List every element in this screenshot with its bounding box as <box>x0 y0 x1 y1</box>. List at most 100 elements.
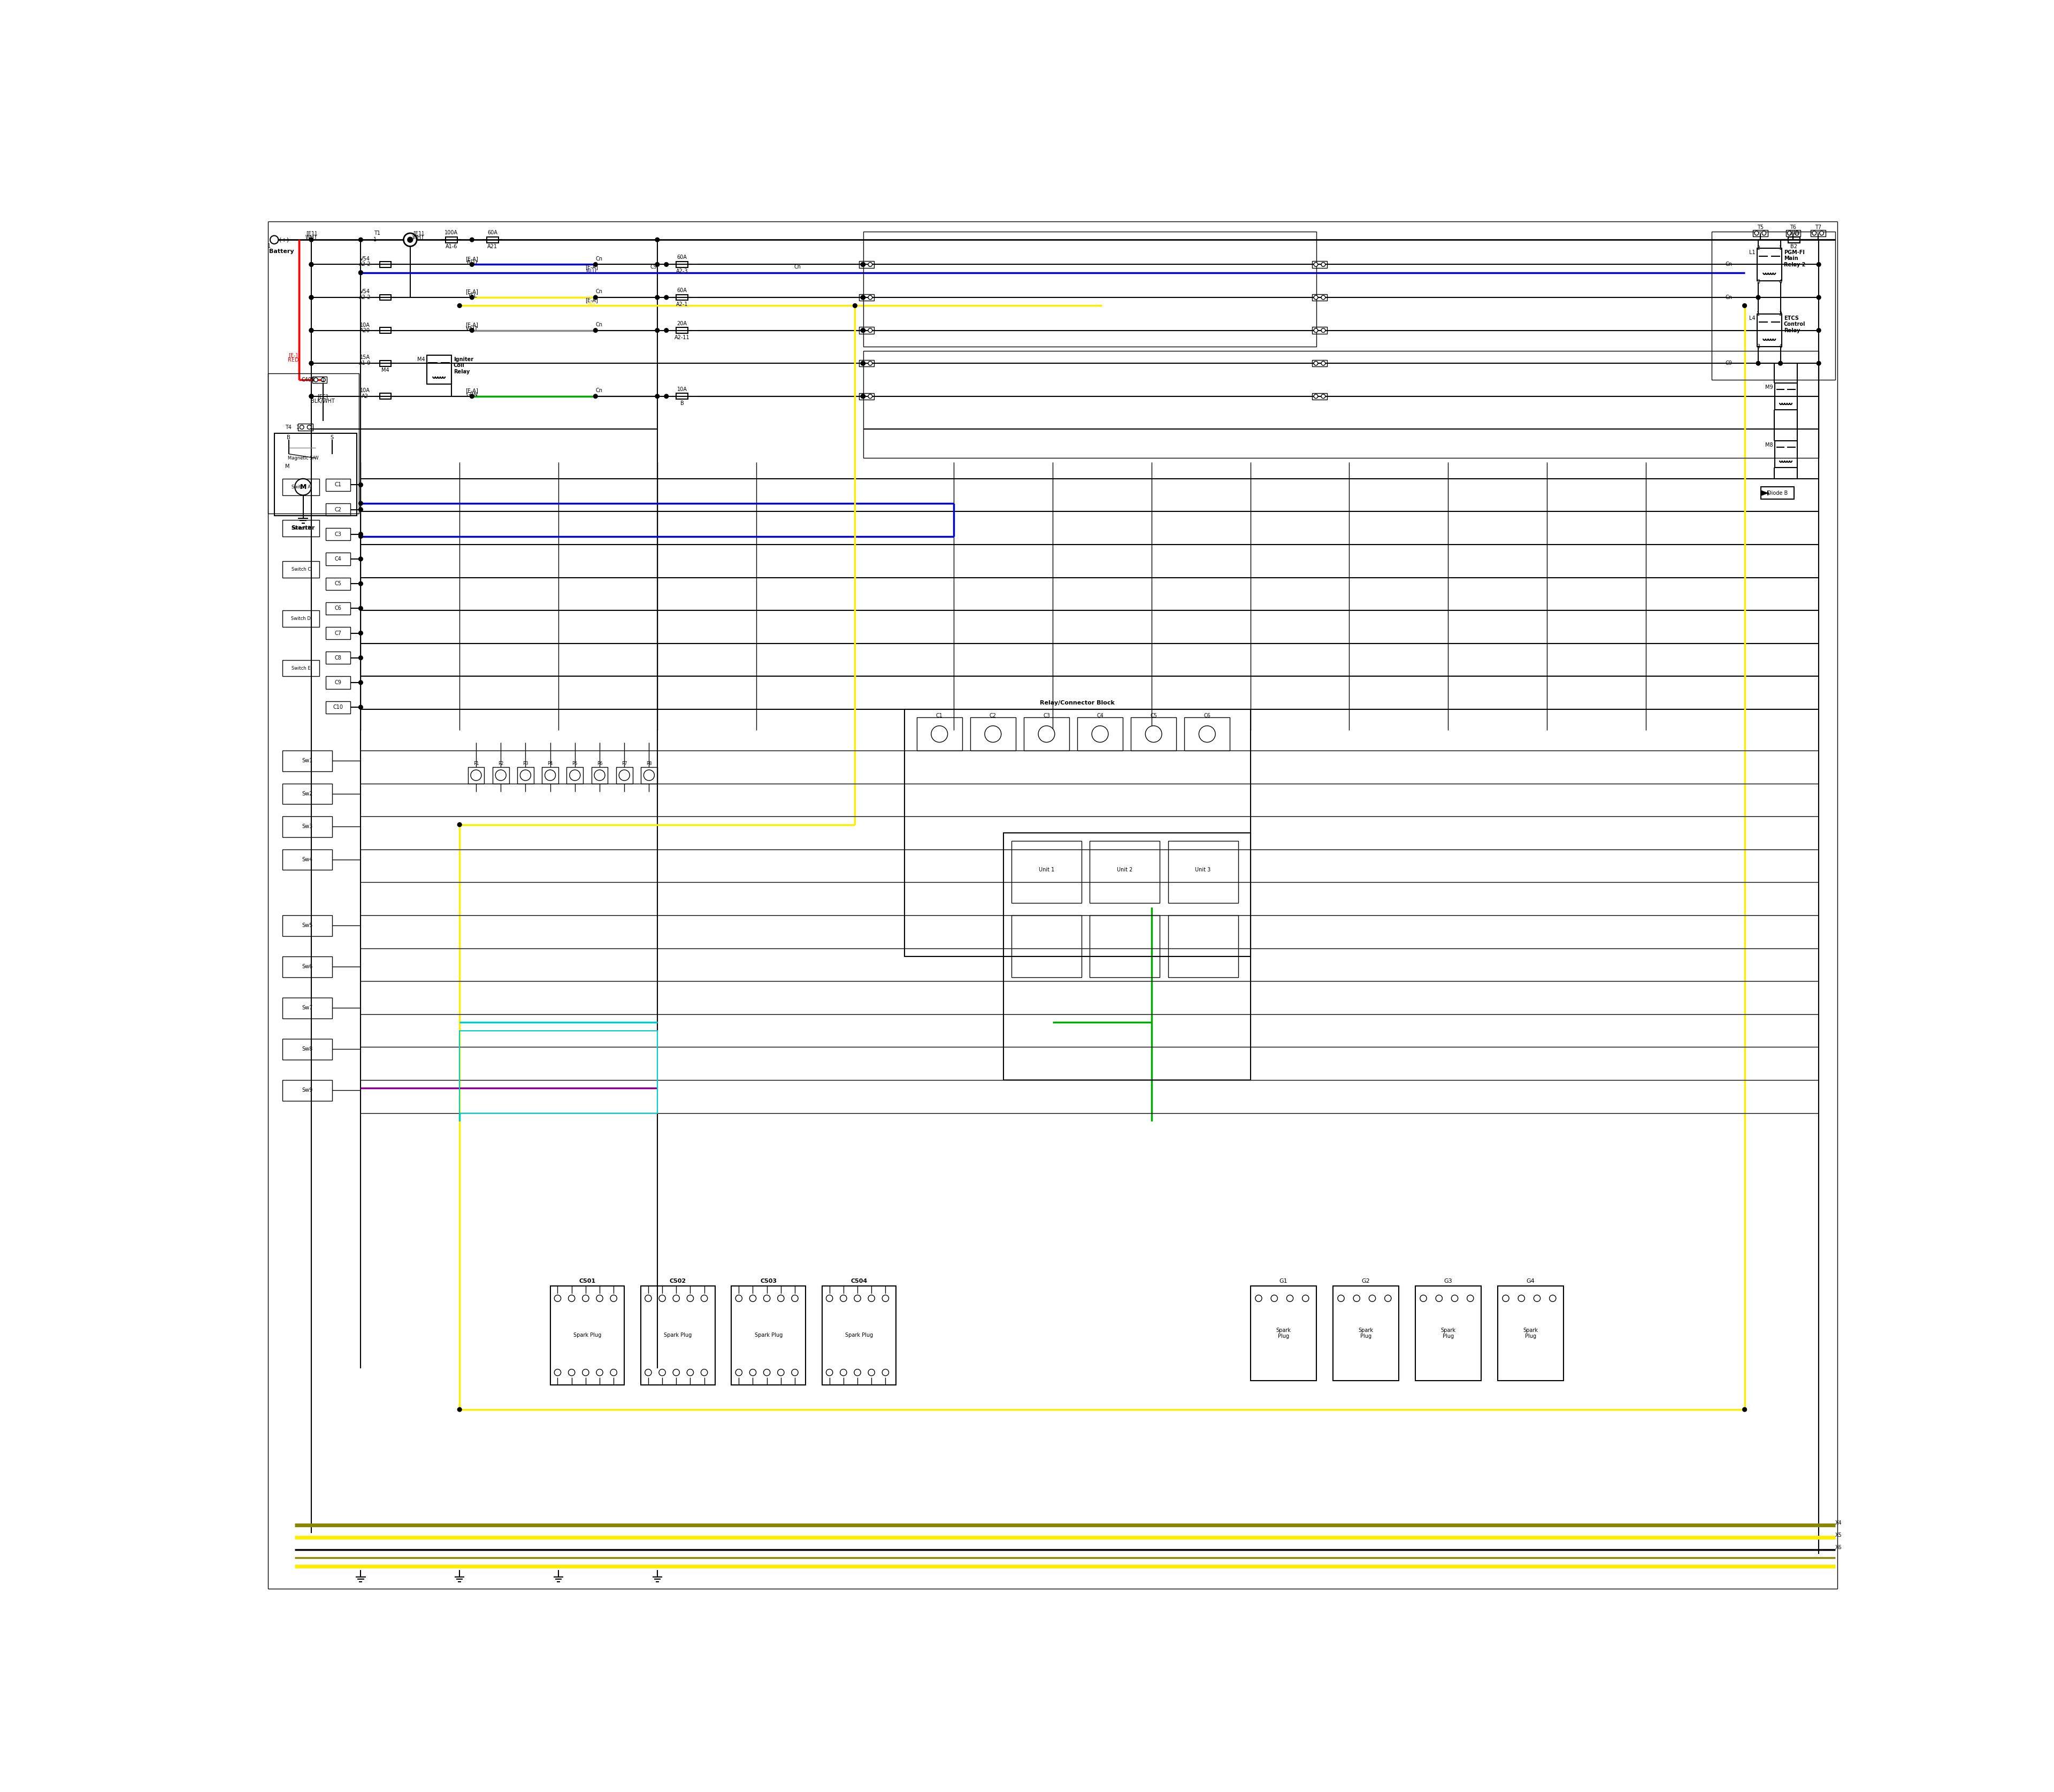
Circle shape <box>596 1369 604 1376</box>
Text: P8: P8 <box>647 762 651 767</box>
Text: Unit 1: Unit 1 <box>1039 867 1054 873</box>
Circle shape <box>1742 1407 1746 1412</box>
Text: Spark Plug: Spark Plug <box>573 1333 602 1339</box>
Text: C9: C9 <box>335 679 341 685</box>
Text: 1: 1 <box>267 244 271 249</box>
Text: Spark Plug: Spark Plug <box>663 1333 692 1339</box>
Text: 10A: 10A <box>359 387 370 392</box>
Circle shape <box>854 1296 861 1301</box>
Circle shape <box>861 262 865 267</box>
Bar <box>1756 314 1781 348</box>
Circle shape <box>861 296 865 299</box>
Bar <box>283 957 333 977</box>
Circle shape <box>861 262 865 267</box>
Text: YEL: YEL <box>466 294 477 299</box>
Text: C4: C4 <box>335 556 341 561</box>
Text: RED: RED <box>288 357 298 362</box>
Text: M4: M4 <box>382 367 390 373</box>
Text: 4: 4 <box>1779 344 1783 349</box>
Circle shape <box>1321 296 1325 299</box>
Circle shape <box>1812 231 1816 235</box>
Circle shape <box>659 1296 665 1301</box>
Bar <box>916 717 961 751</box>
Circle shape <box>271 235 279 244</box>
Bar <box>969 717 1015 751</box>
Circle shape <box>610 1369 616 1376</box>
Circle shape <box>840 1296 846 1301</box>
Circle shape <box>764 1296 770 1301</box>
Circle shape <box>359 502 364 505</box>
Circle shape <box>1779 362 1783 366</box>
Text: Cn: Cn <box>596 289 602 294</box>
Text: WHT: WHT <box>306 235 318 240</box>
Circle shape <box>984 726 1000 742</box>
Circle shape <box>663 394 668 398</box>
Circle shape <box>1315 394 1319 398</box>
Bar <box>542 767 559 783</box>
Circle shape <box>791 1296 799 1301</box>
Bar <box>1023 717 1070 751</box>
Bar <box>327 676 351 688</box>
Bar <box>283 1039 333 1059</box>
Bar <box>1011 916 1082 977</box>
Text: 100A: 100A <box>444 229 458 235</box>
Circle shape <box>520 771 530 781</box>
Circle shape <box>778 1369 785 1376</box>
Circle shape <box>359 656 364 659</box>
Circle shape <box>458 303 462 308</box>
Text: B: B <box>680 401 684 407</box>
Circle shape <box>495 771 505 781</box>
Circle shape <box>314 378 318 382</box>
Text: P1: P1 <box>472 762 479 767</box>
Circle shape <box>1337 1296 1343 1301</box>
Text: Relay/Connector Block: Relay/Connector Block <box>1039 701 1115 706</box>
Text: 15A: 15A <box>359 355 370 360</box>
Text: Cn: Cn <box>596 387 602 392</box>
Bar <box>1313 328 1327 333</box>
Bar <box>327 627 351 640</box>
Text: 1: 1 <box>296 425 300 430</box>
Text: C3: C3 <box>335 532 341 538</box>
Bar <box>327 552 351 564</box>
Text: Switch D: Switch D <box>292 616 310 622</box>
Circle shape <box>930 726 947 742</box>
Text: Diode B: Diode B <box>1766 491 1787 496</box>
Circle shape <box>555 1296 561 1301</box>
Text: Igniter
Coil
Relay: Igniter Coil Relay <box>454 357 472 375</box>
Text: A1-6: A1-6 <box>446 244 458 249</box>
Text: T1: T1 <box>374 231 380 237</box>
Circle shape <box>1501 1296 1510 1301</box>
Circle shape <box>663 296 668 299</box>
Bar <box>1756 247 1781 281</box>
Bar <box>859 262 873 267</box>
Text: A2-2: A2-2 <box>359 262 372 267</box>
Bar <box>283 1081 333 1100</box>
Circle shape <box>1093 726 1109 742</box>
Bar <box>1760 487 1793 500</box>
Circle shape <box>750 1296 756 1301</box>
Text: M: M <box>286 464 290 470</box>
Text: G4: G4 <box>1526 1278 1534 1283</box>
Circle shape <box>1255 1296 1261 1301</box>
Bar <box>298 425 312 430</box>
Bar <box>327 701 351 713</box>
Circle shape <box>296 478 312 495</box>
Circle shape <box>1315 262 1319 267</box>
Bar <box>327 577 351 590</box>
Text: C6: C6 <box>1204 713 1210 719</box>
Circle shape <box>359 482 364 487</box>
Bar <box>380 262 390 267</box>
Bar <box>283 478 320 495</box>
Bar <box>487 237 499 242</box>
Circle shape <box>1436 1296 1442 1301</box>
Text: 1: 1 <box>1756 312 1760 317</box>
Text: C503: C503 <box>760 1278 776 1283</box>
Text: P6: P6 <box>598 762 602 767</box>
Text: 1: 1 <box>374 237 376 242</box>
Circle shape <box>791 1369 799 1376</box>
Text: X5: X5 <box>1834 1532 1842 1538</box>
Circle shape <box>1321 328 1325 333</box>
Bar <box>822 1287 896 1385</box>
Text: C7: C7 <box>335 631 341 636</box>
Text: Sw7: Sw7 <box>302 1005 312 1011</box>
